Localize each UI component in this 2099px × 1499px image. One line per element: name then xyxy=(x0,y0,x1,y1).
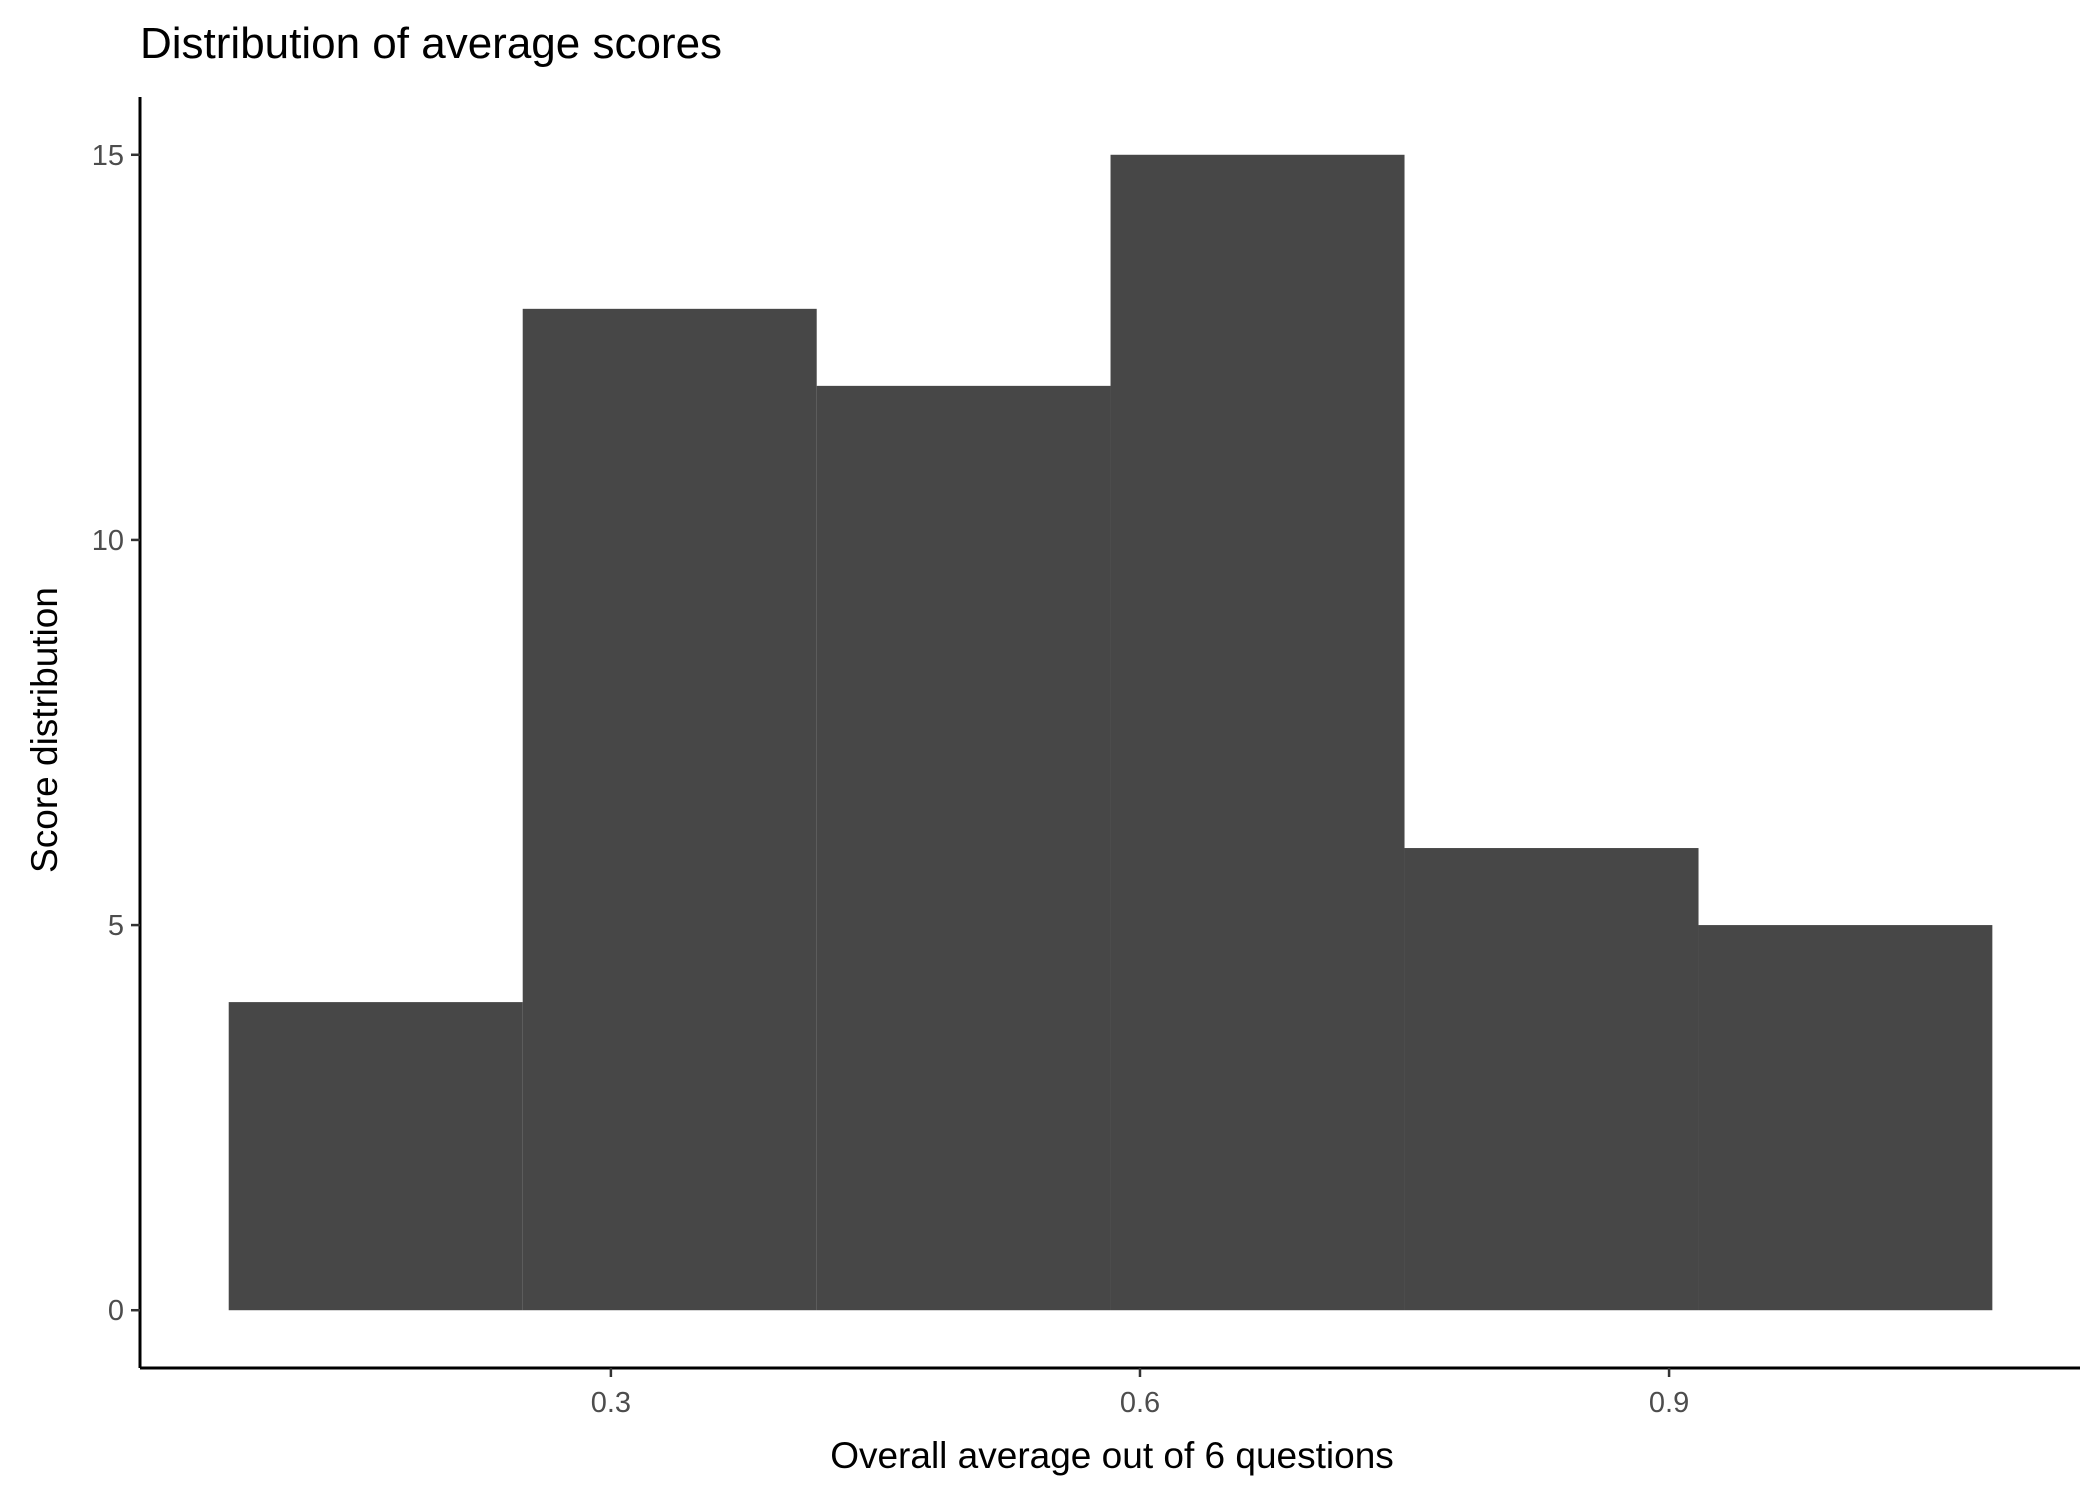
y-tick-label: 10 xyxy=(92,525,124,557)
bars-group xyxy=(228,154,1993,1311)
histogram-bar-4 xyxy=(1110,154,1405,1311)
y-tick-label: 0 xyxy=(108,1295,124,1327)
chart-title: Distribution of average scores xyxy=(140,19,722,68)
y-axis: 0 5 10 15 xyxy=(92,97,142,1368)
histogram-bar-1 xyxy=(228,1002,523,1311)
x-tick-label: 0.3 xyxy=(591,1387,631,1419)
histogram-bar-2 xyxy=(522,308,817,1311)
x-axis-title: Overall average out of 6 questions xyxy=(830,1435,1394,1476)
y-tick-label: 5 xyxy=(108,910,124,942)
y-axis-title: Score distribution xyxy=(24,587,65,873)
histogram-bar-6 xyxy=(1698,925,1993,1311)
histogram-bar-3 xyxy=(816,385,1111,1311)
histogram-bar-5 xyxy=(1404,848,1699,1311)
x-axis: 0.3 0.6 0.9 xyxy=(140,1366,2080,1419)
x-tick-label: 0.6 xyxy=(1120,1387,1160,1419)
y-tick-label: 15 xyxy=(92,140,124,172)
x-tick-label: 0.9 xyxy=(1649,1387,1689,1419)
